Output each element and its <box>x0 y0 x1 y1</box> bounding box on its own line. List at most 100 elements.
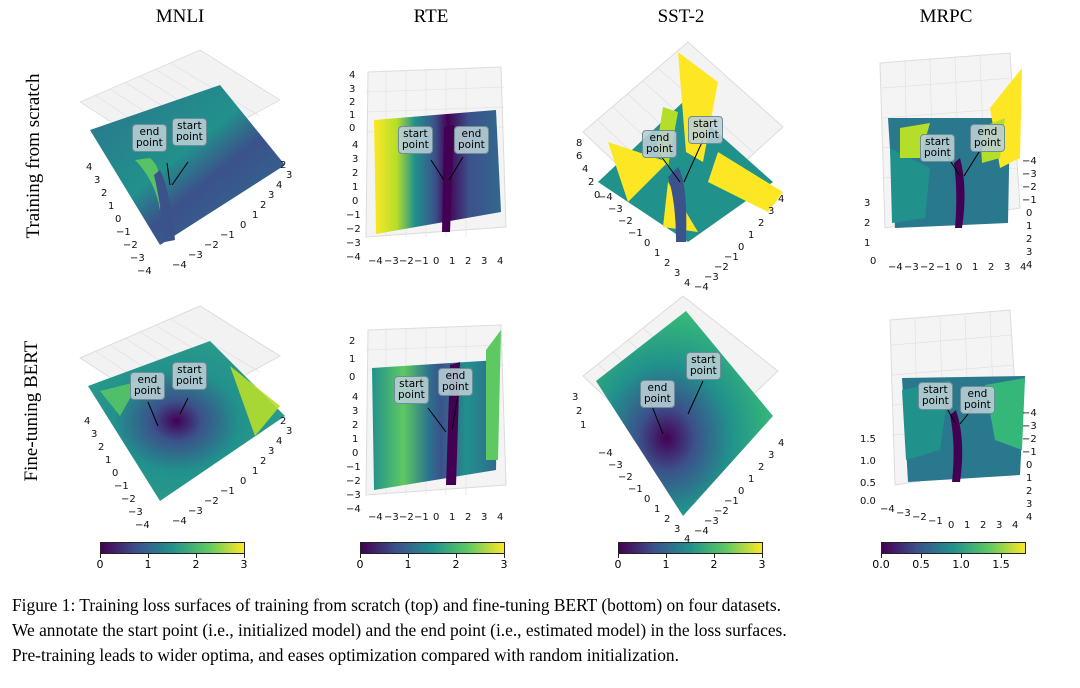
annotation-start-sst2-finetune: start point <box>686 352 721 380</box>
svg-text:0: 0 <box>433 512 439 523</box>
svg-text:−1: −1 <box>1022 195 1037 206</box>
svg-text:4: 4 <box>1020 262 1026 273</box>
annotation-end-mrpc-scratch: end point <box>970 124 1005 152</box>
annotation-start-mnli-scratch: start point <box>172 118 207 146</box>
surface-sst2-finetune: 3 2 1 −4 −3 −2 −1 0 1 2 3 4 4 3 2 1 0 −1… <box>572 295 784 545</box>
svg-text:0.0: 0.0 <box>860 496 876 507</box>
svg-text:3: 3 <box>286 426 292 437</box>
svg-text:1: 1 <box>654 248 660 259</box>
svg-text:−4: −4 <box>694 282 709 293</box>
svg-text:−4: −4 <box>346 504 361 515</box>
svg-text:0: 0 <box>349 123 355 134</box>
svg-text:2: 2 <box>465 512 471 523</box>
svg-text:−4: −4 <box>135 520 150 531</box>
svg-text:−4: −4 <box>598 448 613 459</box>
figure-caption: Figure 1: Training loss surfaces of trai… <box>12 593 1070 668</box>
svg-text:−1: −1 <box>414 256 429 267</box>
panel-mrpc-scratch: 3 2 1 0 −4 −3 −2 −1 0 1 2 3 4 −4 −3 −2 −… <box>860 48 1045 273</box>
svg-text:−4: −4 <box>368 256 383 267</box>
svg-text:2: 2 <box>576 406 582 417</box>
svg-text:4: 4 <box>276 180 282 191</box>
svg-text:3: 3 <box>481 256 487 267</box>
svg-text:4: 4 <box>497 512 503 523</box>
svg-text:4: 4 <box>778 194 784 205</box>
svg-text:−3: −3 <box>346 490 361 501</box>
svg-text:−2: −2 <box>714 262 729 273</box>
svg-text:−1: −1 <box>936 262 951 273</box>
svg-text:1: 1 <box>748 474 754 485</box>
svg-text:1.5: 1.5 <box>860 434 876 445</box>
svg-text:1: 1 <box>449 256 455 267</box>
svg-text:−1: −1 <box>346 462 361 473</box>
svg-text:3: 3 <box>268 446 274 457</box>
panel-rte-scratch: 4 3 2 1 0 4 3 2 1 0 −1 −2 −3 −4 −4 −3 −2… <box>346 62 516 272</box>
svg-text:3: 3 <box>481 512 487 523</box>
svg-text:1.0: 1.0 <box>860 456 876 467</box>
svg-text:1: 1 <box>1026 473 1032 484</box>
svg-text:−3: −3 <box>1022 169 1037 180</box>
svg-text:2: 2 <box>758 218 764 229</box>
annotation-end-mnli-finetune: end point <box>130 372 165 400</box>
svg-text:−2: −2 <box>912 512 927 523</box>
svg-text:3: 3 <box>996 520 1002 531</box>
svg-text:−4: −4 <box>1022 408 1037 419</box>
surface-rte-finetune: 2 1 0 4 3 2 1 0 −1 −2 −3 −4 −4 −3 −2 −1 … <box>346 324 507 523</box>
surface-rte-scratch: 4 3 2 1 0 4 3 2 1 0 −1 −2 −3 −4 −4 −3 −2… <box>346 66 507 267</box>
svg-text:4: 4 <box>276 436 282 447</box>
svg-text:−3: −3 <box>384 512 399 523</box>
svg-text:1: 1 <box>1026 221 1032 232</box>
annotation-end-sst2-scratch: end point <box>642 130 677 158</box>
svg-text:1: 1 <box>972 262 978 273</box>
svg-text:3: 3 <box>674 268 680 279</box>
svg-text:3: 3 <box>91 429 97 440</box>
colorbar-gradient <box>618 542 763 554</box>
svg-text:3: 3 <box>572 392 578 403</box>
svg-text:3: 3 <box>864 198 870 209</box>
ticks-mrpc-scratch: 3 2 1 0 −4 −3 −2 −1 0 1 2 3 4 −4 −3 −2 −… <box>864 156 1037 273</box>
colorbar-gradient <box>100 542 245 554</box>
svg-text:2: 2 <box>864 218 870 229</box>
col-title-rte: RTE <box>413 6 449 27</box>
col-title-mnli: MNLI <box>155 6 205 27</box>
svg-text:3: 3 <box>286 170 292 181</box>
annotation-start-sst2-scratch: start point <box>688 116 723 144</box>
svg-text:−2: −2 <box>121 494 136 505</box>
svg-text:0: 0 <box>240 476 246 487</box>
svg-text:0: 0 <box>594 190 600 201</box>
panel-mrpc-finetune: 1.5 1.0 0.5 0.0 −4 −3 −2 −1 0 1 2 3 4 −4… <box>860 300 1045 531</box>
ticks-rte-finetune: 2 1 0 4 3 2 1 0 −1 −2 −3 −4 −4 −3 −2 −1 … <box>346 336 503 523</box>
ticks-sst2-finetune: 3 2 1 −4 −3 −2 −1 0 1 2 3 4 4 3 2 1 0 −1… <box>572 392 784 545</box>
svg-text:−2: −2 <box>399 512 414 523</box>
svg-text:−3: −3 <box>608 460 623 471</box>
svg-text:−3: −3 <box>346 238 361 249</box>
svg-text:−3: −3 <box>704 516 719 527</box>
svg-text:1: 1 <box>349 354 355 365</box>
svg-text:2: 2 <box>280 416 286 427</box>
svg-text:2: 2 <box>1026 486 1032 497</box>
annotation-start-mrpc-finetune: start point <box>918 382 953 410</box>
annotation-start-mrpc-scratch: start point <box>920 134 955 162</box>
svg-text:0: 0 <box>352 448 358 459</box>
ticks-sst2-scratch: 8 6 4 2 0 −4 −3 −2 −1 0 1 2 3 4 4 3 2 1 … <box>576 138 784 293</box>
svg-text:−4: −4 <box>172 260 187 271</box>
svg-text:2: 2 <box>98 442 104 453</box>
svg-text:0: 0 <box>644 238 650 249</box>
panel-mnli-finetune: 4 3 2 1 0 −1 −2 −3 −4 −4 −3 −2 −1 0 1 2 … <box>78 296 292 531</box>
svg-text:−1: −1 <box>928 516 943 527</box>
annotation-start-mnli-finetune: start point <box>172 362 207 390</box>
svg-text:0: 0 <box>738 242 744 253</box>
svg-text:−2: −2 <box>123 240 138 251</box>
svg-text:0: 0 <box>240 220 246 231</box>
svg-text:−4: −4 <box>888 262 903 273</box>
svg-text:2: 2 <box>588 177 594 188</box>
svg-text:8: 8 <box>576 138 582 149</box>
svg-text:−3: −3 <box>128 507 143 518</box>
svg-text:−3: −3 <box>384 256 399 267</box>
svg-text:−3: −3 <box>130 253 145 264</box>
panel-sst2-scratch: 8 6 4 2 0 −4 −3 −2 −1 0 1 2 3 4 4 3 2 1 … <box>568 41 793 293</box>
svg-text:1: 1 <box>252 466 258 477</box>
caption-line-3: Pre-training leads to wider optima, and … <box>12 645 679 665</box>
svg-text:2: 2 <box>352 168 358 179</box>
svg-text:2: 2 <box>758 462 764 473</box>
svg-text:2: 2 <box>260 456 266 467</box>
